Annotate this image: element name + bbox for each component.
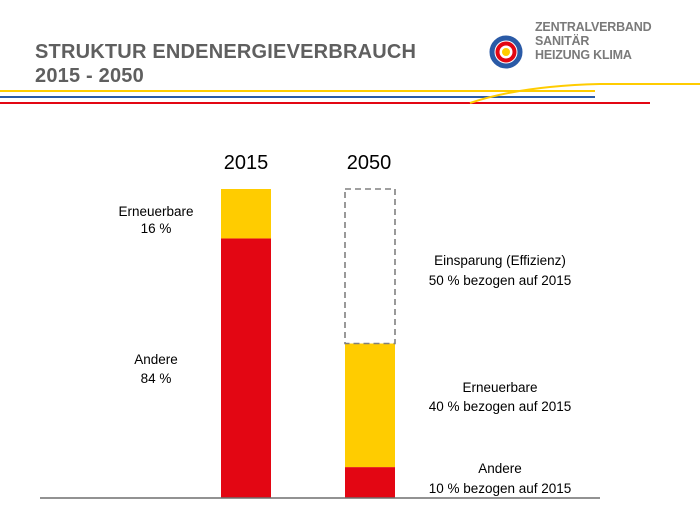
logo-line-3: HEIZUNG KLIMA <box>535 48 632 62</box>
logo-emblem-icon <box>489 35 523 69</box>
bar-2015-erneuerbare <box>221 189 271 239</box>
bar-2050-erneuerbare <box>345 343 395 468</box>
title-line-2: 2015 - 2050 <box>35 65 144 87</box>
label-2050-einsparung-name: Einsparung (Effizienz) <box>434 253 566 268</box>
logo-wordmark: ZENTRALVERBAND SANITÄR HEIZUNG KLIMA <box>535 20 652 62</box>
logo-line-1: ZENTRALVERBAND <box>535 20 652 34</box>
title-line-1: STRUKTUR ENDENERGIEVERBRAUCH <box>35 41 417 63</box>
logo-line-2: SANITÄR <box>535 34 590 48</box>
label-2050-einsparung-value: 50 % bezogen auf 2015 <box>429 273 572 288</box>
category-label-2015: 2015 <box>224 152 269 174</box>
chart-bars <box>221 188 396 498</box>
label-2050-andere-value: 10 % bezogen auf 2015 <box>429 481 572 496</box>
page-title: STRUKTUR ENDENERGIEVERBRAUCH 2015 - 2050 <box>35 40 416 88</box>
bar-2050-einsparung <box>344 188 396 345</box>
label-2015-erneuerbare-name: Erneuerbare <box>118 204 193 219</box>
label-2050-erneuerbare-name: Erneuerbare <box>462 380 537 395</box>
label-2050-andere-name: Andere <box>478 461 522 476</box>
label-2015-erneuerbare-value: 16 % <box>141 221 172 236</box>
label-2050-erneuerbare-value: 40 % bezogen auf 2015 <box>429 399 572 414</box>
label-2015-andere-name: Andere <box>134 352 178 367</box>
header-stripes <box>0 83 700 104</box>
bar-2050-andere <box>345 467 395 498</box>
stripe-yellow-curve <box>469 83 700 104</box>
bar-2015-andere <box>221 238 271 498</box>
category-label-2050: 2050 <box>347 152 392 174</box>
label-2015-andere-value: 84 % <box>141 371 172 386</box>
